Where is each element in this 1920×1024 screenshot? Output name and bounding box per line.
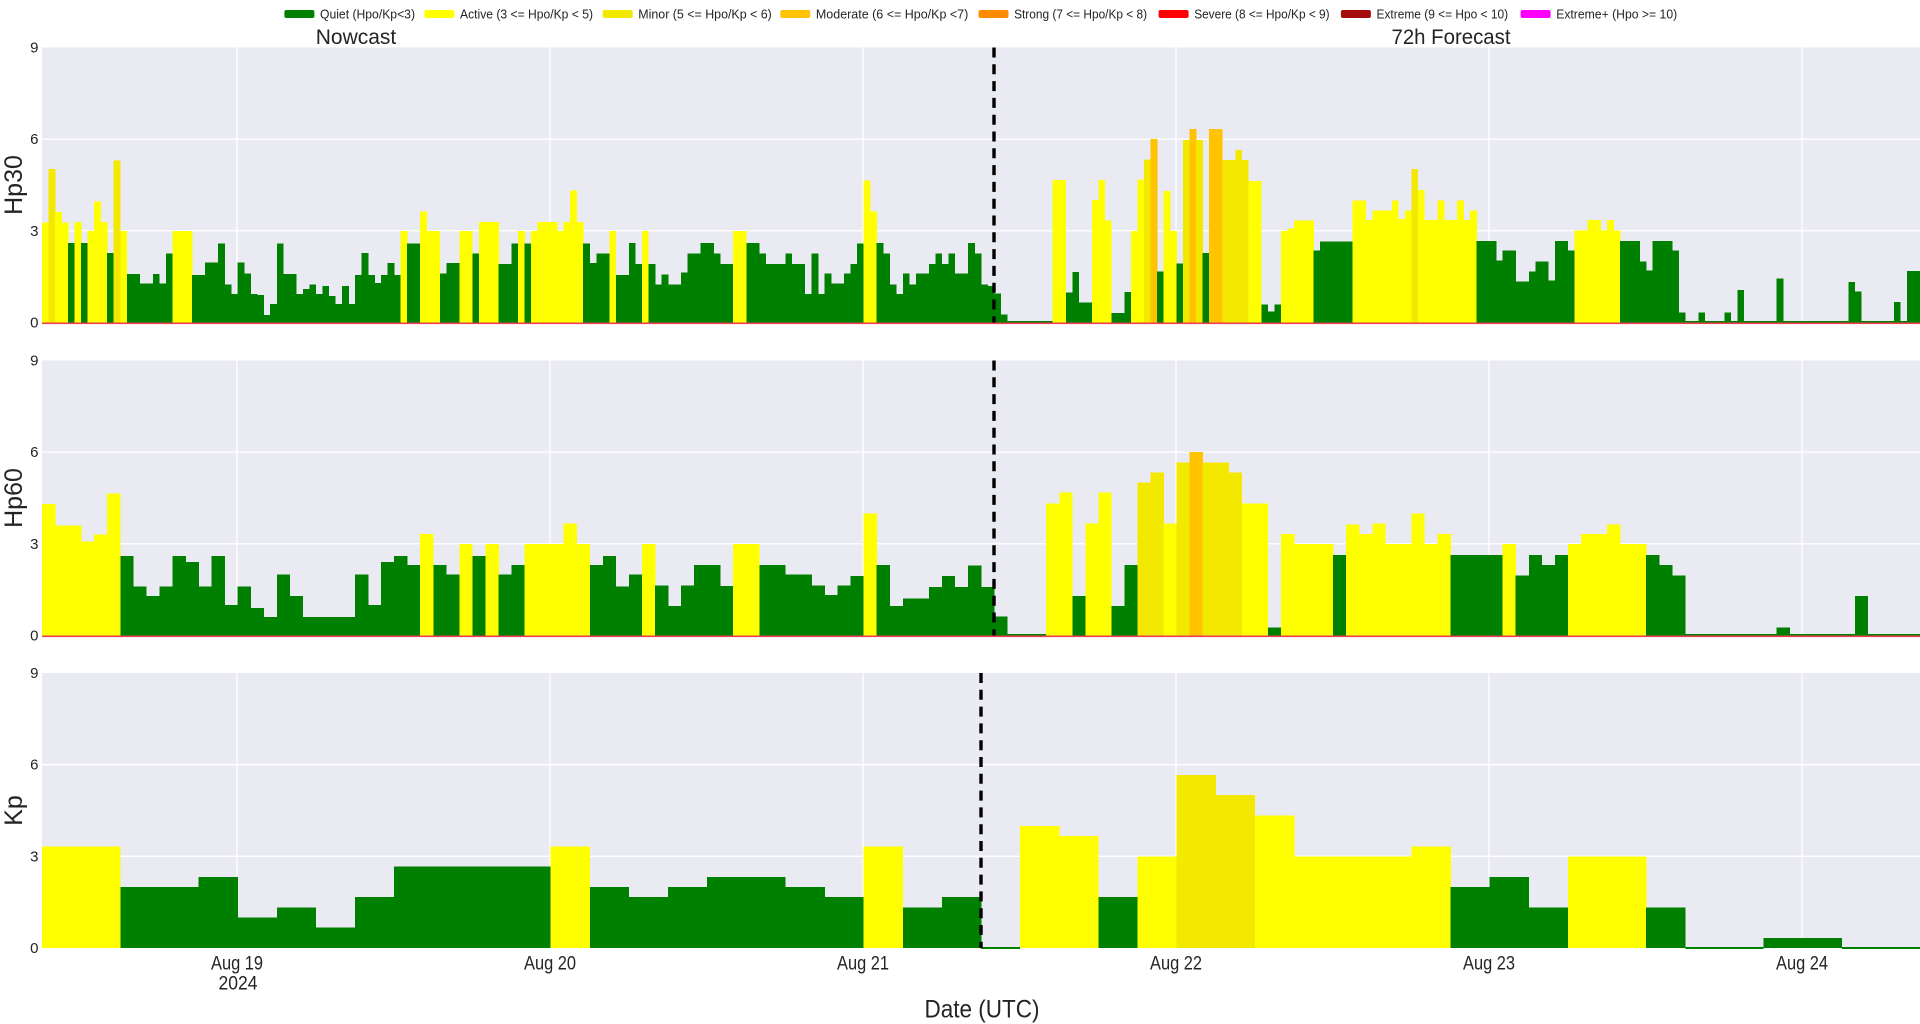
svg-text:0: 0 (30, 315, 38, 332)
svg-text:Kp: Kp (0, 795, 28, 826)
svg-text:Aug 20: Aug 20 (524, 954, 576, 975)
svg-text:3: 3 (30, 848, 38, 865)
svg-text:Aug 19: Aug 19 (211, 954, 263, 975)
svg-text:Active (3 <= Hpo/Kp < 5): Active (3 <= Hpo/Kp < 5) (460, 7, 593, 22)
svg-text:6: 6 (30, 757, 38, 774)
svg-text:Quiet (Hpo/Kp<3): Quiet (Hpo/Kp<3) (320, 7, 415, 22)
svg-text:9: 9 (30, 40, 38, 57)
svg-text:2024: 2024 (219, 974, 258, 995)
svg-text:3: 3 (30, 223, 38, 240)
svg-text:Extreme+ (Hpo >= 10): Extreme+ (Hpo >= 10) (1556, 7, 1677, 22)
svg-text:9: 9 (30, 665, 38, 682)
svg-text:Minor (5 <= Hpo/Kp < 6): Minor (5 <= Hpo/Kp < 6) (638, 7, 772, 22)
svg-text:Strong (7 <= Hpo/Kp < 8): Strong (7 <= Hpo/Kp < 8) (1014, 7, 1147, 22)
svg-text:Aug 22: Aug 22 (1150, 954, 1202, 975)
svg-text:Nowcast: Nowcast (316, 26, 397, 49)
svg-text:0: 0 (30, 940, 38, 957)
svg-text:Aug 24: Aug 24 (1776, 954, 1828, 975)
svg-text:Aug 23: Aug 23 (1463, 954, 1515, 975)
svg-text:Severe (8 <= Hpo/Kp < 9): Severe (8 <= Hpo/Kp < 9) (1194, 7, 1329, 22)
svg-text:0: 0 (30, 628, 38, 645)
svg-text:9: 9 (30, 353, 38, 370)
svg-text:Moderate (6 <= Hpo/Kp <7): Moderate (6 <= Hpo/Kp <7) (816, 7, 968, 22)
svg-text:Date (UTC): Date (UTC) (925, 996, 1040, 1024)
svg-text:Extreme (9 <= Hpo < 10): Extreme (9 <= Hpo < 10) (1377, 7, 1509, 22)
svg-text:Hp60: Hp60 (0, 468, 28, 528)
svg-text:6: 6 (30, 444, 38, 461)
svg-text:72h Forecast: 72h Forecast (1392, 26, 1511, 49)
svg-text:3: 3 (30, 536, 38, 553)
svg-text:Hp30: Hp30 (0, 155, 28, 215)
svg-text:Aug 21: Aug 21 (837, 954, 889, 975)
svg-text:6: 6 (30, 131, 38, 148)
